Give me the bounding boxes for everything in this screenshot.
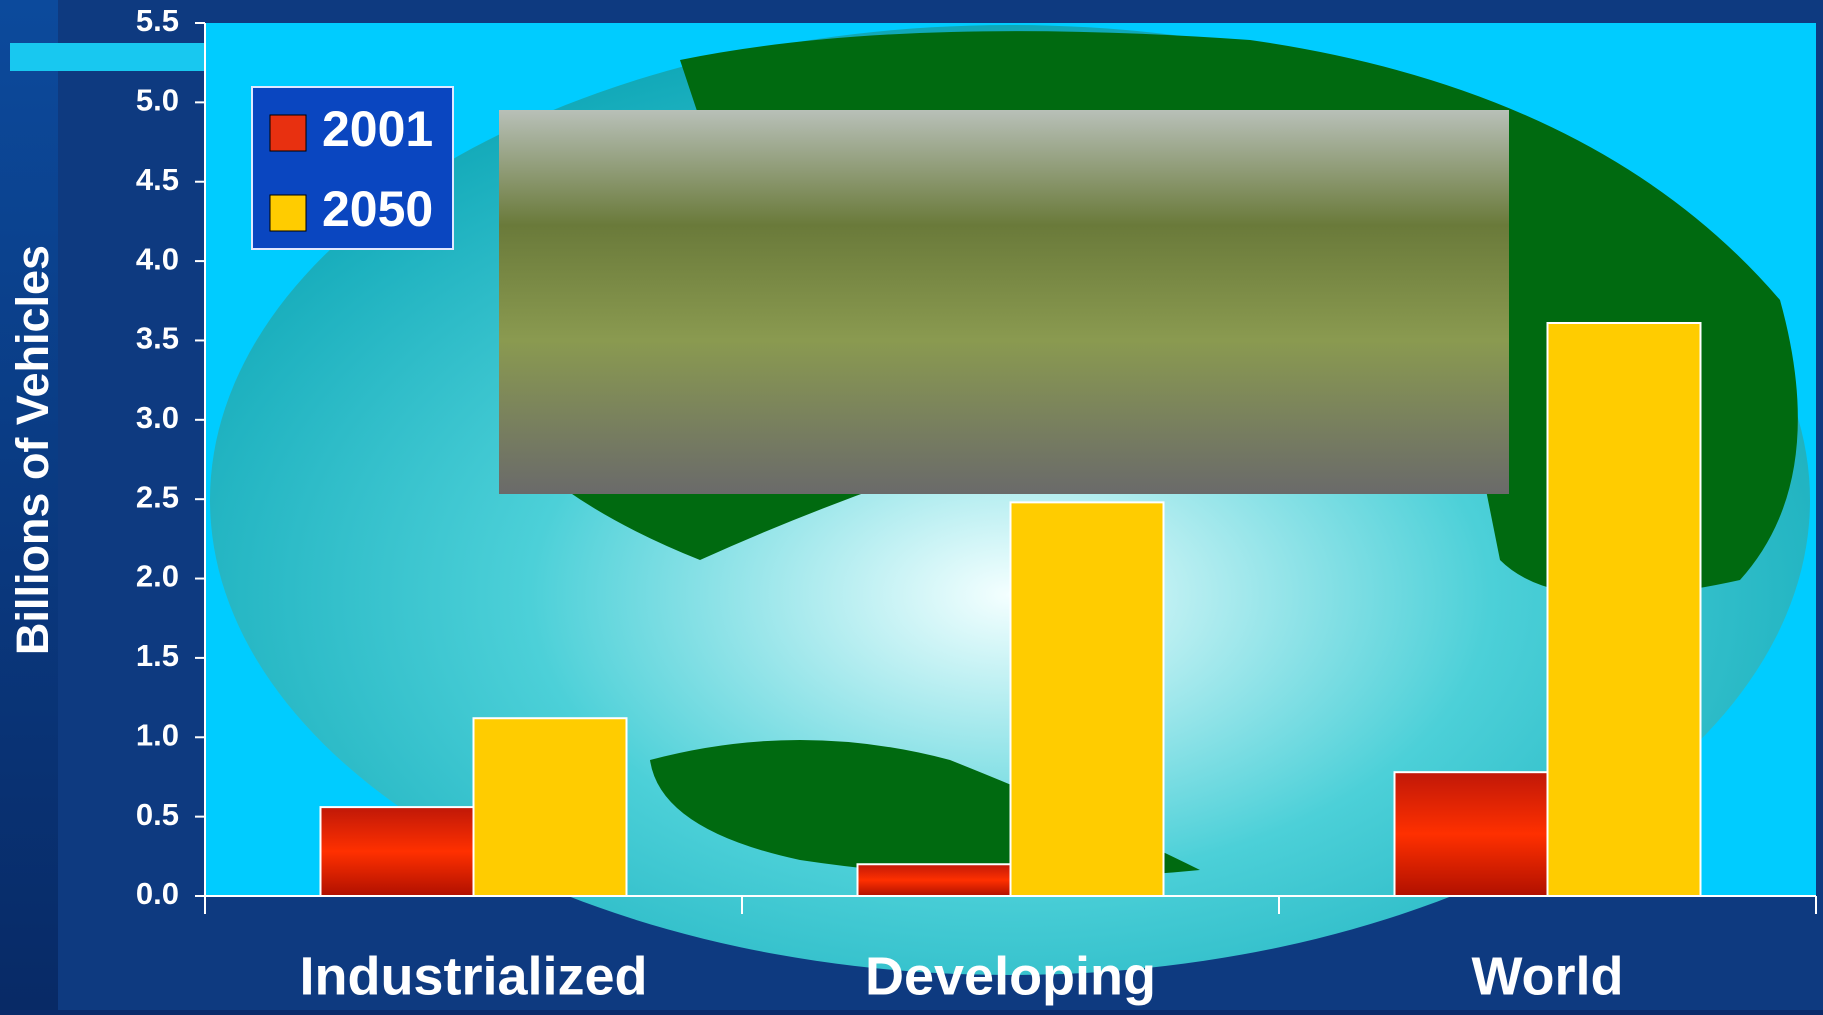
x-tick-label: Industrialized — [299, 946, 647, 1006]
y-tick-label: 4.0 — [136, 241, 179, 276]
x-tick-label: World — [1472, 946, 1624, 1006]
bar — [1009, 501, 1165, 897]
y-tick-label: 3.0 — [136, 400, 179, 435]
traffic-photo — [499, 110, 1509, 494]
y-tick-label: 1.0 — [136, 717, 179, 752]
legend: 2001 2050 — [269, 101, 433, 237]
y-axis-label: Billions of Vehicles — [7, 245, 58, 655]
legend-label: 2001 — [322, 101, 433, 157]
y-tick-label: 0.5 — [136, 797, 179, 832]
y-tick-label: 4.5 — [136, 162, 179, 197]
bar — [472, 717, 628, 898]
accent-stripe — [10, 43, 205, 71]
plot: 0.0 0.5 1.0 1.5 2.0 2.5 3.0 3.5 4.0 4.5 5.0 5.5 Indu… — [136, 3, 1817, 1006]
y-tick-label: 3.5 — [136, 321, 179, 356]
legend-swatch — [269, 194, 307, 232]
bar — [319, 806, 475, 898]
bar — [1546, 321, 1702, 897]
legend-swatch — [269, 114, 307, 152]
legend-label: 2050 — [322, 181, 433, 237]
y-tick-label: 0.0 — [136, 876, 179, 911]
bar — [856, 863, 1012, 897]
bar — [1393, 771, 1549, 898]
y-tick-label: 5.5 — [136, 3, 179, 38]
y-tick-label: 1.5 — [136, 638, 179, 673]
y-tick-label: 5.0 — [136, 83, 179, 118]
y-tick-label: 2.5 — [136, 479, 179, 514]
y-tick-label: 2.0 — [136, 559, 179, 594]
x-tick-label: Developing — [865, 946, 1156, 1006]
